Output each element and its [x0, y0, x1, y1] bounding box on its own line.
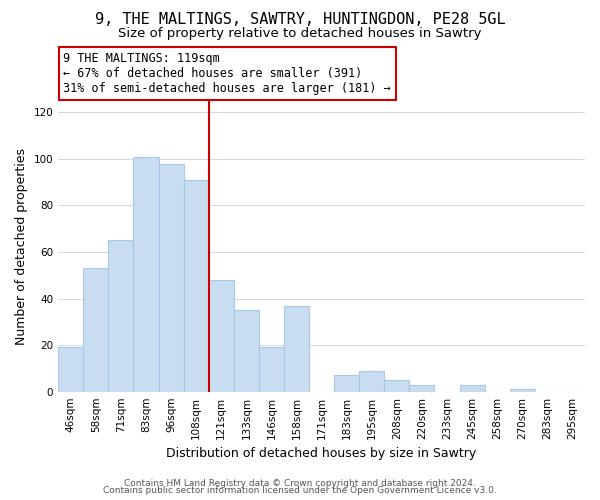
Y-axis label: Number of detached properties: Number of detached properties	[15, 148, 28, 344]
Bar	[510, 390, 535, 392]
Text: Size of property relative to detached houses in Sawtry: Size of property relative to detached ho…	[118, 28, 482, 40]
Bar	[158, 164, 184, 392]
Bar	[133, 156, 158, 392]
Bar	[284, 306, 309, 392]
Text: Contains public sector information licensed under the Open Government Licence v3: Contains public sector information licen…	[103, 486, 497, 495]
Bar	[385, 380, 409, 392]
Bar	[259, 348, 284, 392]
Bar	[359, 370, 385, 392]
Bar	[58, 348, 83, 392]
X-axis label: Distribution of detached houses by size in Sawtry: Distribution of detached houses by size …	[166, 447, 477, 460]
Bar	[409, 384, 434, 392]
Text: 9 THE MALTINGS: 119sqm
← 67% of detached houses are smaller (391)
31% of semi-de: 9 THE MALTINGS: 119sqm ← 67% of detached…	[64, 52, 391, 95]
Bar	[83, 268, 109, 392]
Text: 9, THE MALTINGS, SAWTRY, HUNTINGDON, PE28 5GL: 9, THE MALTINGS, SAWTRY, HUNTINGDON, PE2…	[95, 12, 505, 28]
Bar	[234, 310, 259, 392]
Bar	[109, 240, 133, 392]
Bar	[184, 180, 209, 392]
Text: Contains HM Land Registry data © Crown copyright and database right 2024.: Contains HM Land Registry data © Crown c…	[124, 478, 476, 488]
Bar	[209, 280, 234, 392]
Bar	[460, 384, 485, 392]
Bar	[334, 376, 359, 392]
